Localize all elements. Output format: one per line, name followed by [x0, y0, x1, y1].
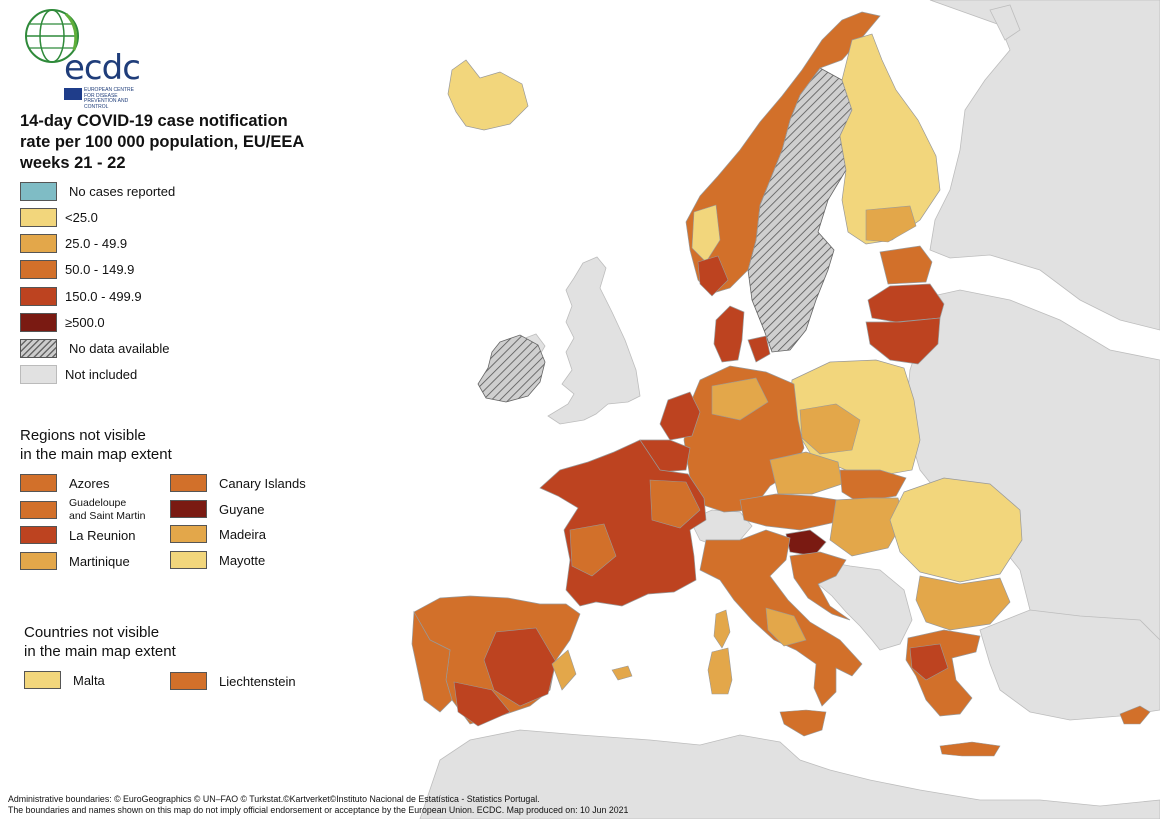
countries-heading-line-2: in the main map extent [24, 643, 176, 660]
slovenia [785, 529, 827, 557]
globe-icon [25, 9, 79, 63]
eu-flag-icon [64, 88, 82, 100]
romania [889, 477, 1023, 583]
regions-heading: Regions not visible in the main map exte… [20, 426, 172, 464]
region-swatch [20, 501, 57, 519]
legend-label: 150.0 - 499.9 [65, 288, 142, 304]
logo-subtitle: EUROPEAN CENTRE FOR DISEASE PREVENTION A… [84, 87, 135, 110]
region-martinique: Martinique [20, 552, 130, 570]
legend-swatch [20, 338, 57, 358]
region-label: Guadeloupe and Saint Martin [69, 497, 145, 523]
country-swatch [170, 672, 207, 690]
legend-swatch [20, 207, 57, 227]
legend-no-cases: No cases reported [20, 181, 175, 201]
legend-not-included: Not included [20, 364, 137, 384]
region-label-line-2: and Saint Martin [69, 510, 146, 522]
legend-swatch [20, 259, 57, 279]
country-swatch [24, 671, 61, 689]
region-label: Madeira [219, 526, 266, 542]
iceland [447, 59, 529, 131]
estonia [879, 245, 933, 285]
legend-lt25: <25.0 [20, 207, 98, 227]
region-swatch [20, 474, 57, 492]
countries-heading-line-1: Countries not visible [24, 624, 160, 641]
region-guadeloupe: Guadeloupe and Saint Martin [20, 497, 145, 523]
legend-label: No cases reported [69, 183, 176, 199]
legend-label: 25.0 - 49.9 [65, 235, 128, 251]
legend-no-data: No data available [20, 338, 169, 358]
latvia [867, 283, 945, 323]
netherlands [659, 391, 701, 441]
region-swatch [170, 525, 207, 543]
balearic-islands [611, 665, 633, 681]
country-label: Liechtenstein [219, 673, 296, 689]
slovakia [839, 469, 907, 503]
regions-heading-line-2: in the main map extent [20, 446, 172, 463]
region-swatch [170, 500, 207, 518]
title-line-3: weeks 21 - 22 [20, 154, 126, 172]
region-canary-islands: Canary Islands [170, 474, 306, 492]
sardinia [707, 647, 733, 695]
map-title: 14-day COVID-19 case notification rate p… [20, 111, 340, 174]
cyprus [1119, 705, 1151, 725]
region-mayotte: Mayotte [170, 551, 265, 569]
title-line-2: rate per 100 000 population, EU/EEA [20, 133, 305, 151]
legend-swatch [20, 312, 57, 332]
legend-50-149: 50.0 - 149.9 [20, 259, 134, 279]
legend-label: No data available [69, 340, 170, 356]
country-label: Malta [73, 672, 105, 688]
legend-swatch [20, 233, 57, 253]
logo-text: ecdc [64, 48, 141, 88]
crete [939, 741, 1001, 757]
region-swatch [170, 474, 207, 492]
croatia [789, 551, 851, 621]
region-swatch [20, 552, 57, 570]
region-madeira: Madeira [170, 525, 266, 543]
region-swatch [170, 551, 207, 569]
portugal [411, 610, 453, 713]
lithuania [865, 317, 941, 365]
region-swatch [20, 526, 57, 544]
not-included-areas [419, 0, 1160, 819]
country-liechtenstein: Liechtenstein [170, 672, 296, 690]
bulgaria [915, 575, 1011, 631]
legend-swatch [20, 286, 57, 306]
ireland [477, 334, 546, 403]
region-label: Guyane [219, 501, 265, 517]
region-label: La Reunion [69, 527, 136, 543]
legend-label: ≥500.0 [65, 314, 105, 330]
country-malta: Malta [24, 671, 105, 689]
region-azores: Azores [20, 474, 109, 492]
ecdc-logo: ecdc EUROPEAN CENTRE FOR DISEASE PREVENT… [20, 6, 141, 109]
legend-swatch [20, 364, 57, 384]
footer-line-1: Administrative boundaries: © EuroGeograp… [8, 794, 540, 804]
denmark [713, 305, 745, 363]
footer-line-2: The boundaries and names shown on this m… [8, 805, 629, 815]
region-label: Mayotte [219, 552, 266, 568]
sicily [779, 709, 827, 737]
title-line-1: 14-day COVID-19 case notification [20, 112, 288, 130]
legend-150-499: 150.0 - 499.9 [20, 286, 142, 306]
region-label: Martinique [69, 553, 130, 569]
region-guyane: Guyane [170, 500, 265, 518]
countries-heading: Countries not visible in the main map ex… [24, 623, 176, 661]
corsica [713, 609, 731, 649]
legend-ge500: ≥500.0 [20, 312, 105, 332]
region-label: Azores [69, 475, 110, 491]
region-label-line-1: Guadeloupe [69, 497, 127, 509]
legend-label: 50.0 - 149.9 [65, 261, 135, 277]
legend-swatch [20, 181, 57, 201]
legend-label: Not included [65, 366, 138, 382]
footer: Administrative boundaries: © EuroGeograp… [8, 794, 628, 816]
region-la-reunion: La Reunion [20, 526, 136, 544]
regions-heading-line-1: Regions not visible [20, 427, 146, 444]
legend-label: <25.0 [65, 209, 98, 225]
region-label: Canary Islands [219, 475, 306, 491]
legend-25-49: 25.0 - 49.9 [20, 233, 127, 253]
